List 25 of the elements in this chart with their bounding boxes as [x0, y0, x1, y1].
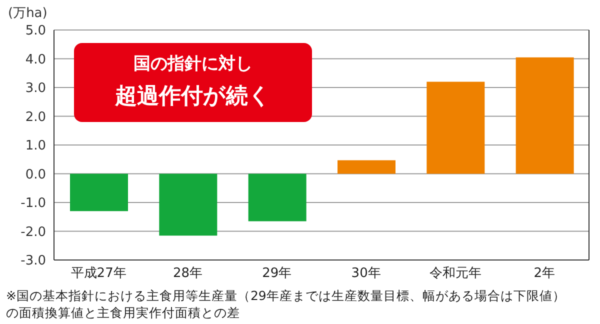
annotation: 国の指針に対し — [132, 53, 254, 76]
text: ※国の基本指針における主食用等生産量（29年産までは生産数量目標、幅がある場合は下限値）の面積換算値と主食用実作付面積との差 — [6, 287, 566, 321]
y-tick-label: 2.0 — [25, 110, 46, 125]
x-tick-label: 2年 — [534, 266, 556, 282]
x-tick-label: 令和元年 — [429, 266, 482, 282]
x-tick-label: 平成27年 — [70, 266, 126, 282]
y-tick-label: -1.0 — [20, 196, 46, 212]
bar — [516, 57, 574, 174]
x-tick-label: 29年 — [262, 266, 292, 282]
y-axis-title: (万ha) — [8, 5, 48, 22]
y-tick-label: 5.0 — [25, 24, 46, 39]
x-tick-label: 30年 — [351, 266, 381, 282]
y-tick-label: 0.0 — [25, 167, 46, 182]
bar — [338, 160, 396, 174]
bar — [70, 174, 128, 212]
y-tick-label: -2.0 — [20, 224, 46, 240]
bar — [248, 174, 306, 222]
y-tick-label: -3.0 — [20, 254, 46, 269]
y-tick-label: 1.0 — [25, 138, 46, 154]
bar — [159, 174, 218, 236]
y-tick-label: 4.0 — [25, 52, 46, 68]
y-tick-label: 3.0 — [25, 81, 46, 96]
bar — [426, 82, 485, 174]
annotation: 超過作付が続く — [114, 83, 272, 111]
x-tick-label: 28年 — [172, 266, 203, 282]
